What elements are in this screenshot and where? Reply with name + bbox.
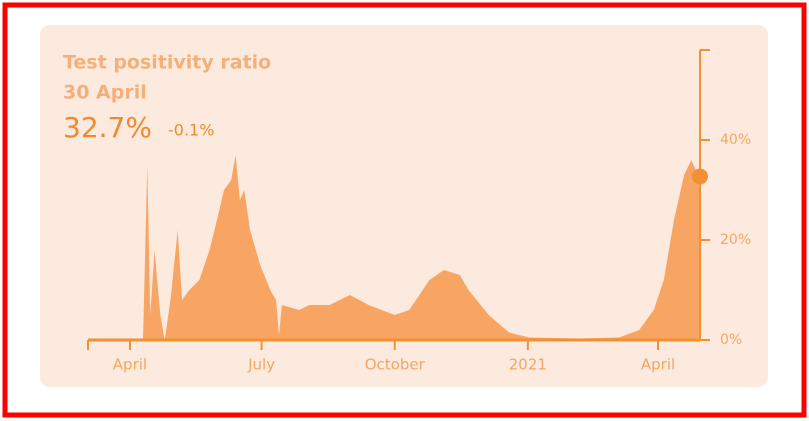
area [129,155,700,340]
chart-title: Test positivity ratio [63,52,271,74]
y-tick-label: 20% [720,232,751,248]
x-tick-label: October [365,356,426,374]
current-point [692,168,708,185]
x-tick-label: July [247,356,275,374]
x-tick-label: 2021 [509,356,547,374]
chart-subtitle: 30 April [63,82,147,104]
current-value: 32.7% [63,111,152,144]
x-tick-label: April [113,356,147,374]
change: -0.1% [168,121,214,140]
x-tick-label: April [641,356,675,374]
y-tick-label: 0% [720,332,742,348]
y-tick-label: 40% [720,132,751,148]
